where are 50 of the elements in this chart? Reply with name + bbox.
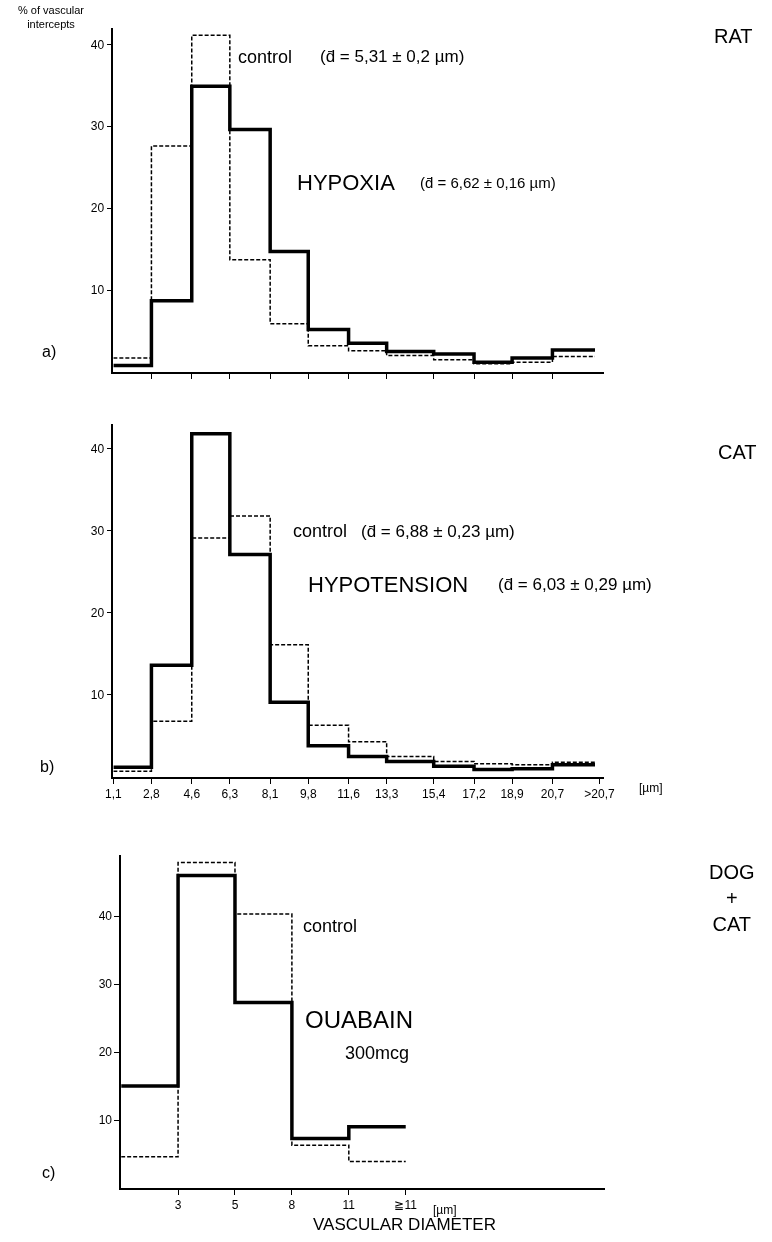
y-tick-label: 10 (90, 688, 105, 703)
x-tick-label: >20,7 (584, 787, 615, 802)
x-tick-label: 2,8 (143, 787, 161, 802)
x-tick-label: 3 (174, 1198, 182, 1213)
x-tick-label: 13,3 (374, 787, 399, 802)
text: b) (40, 758, 55, 775)
series-label: HYPOXIA (297, 170, 396, 195)
x-tick-label: 4,6 (183, 787, 201, 802)
text: CAT (718, 441, 757, 463)
x-tick-label: 11 (342, 1198, 356, 1213)
text: [µm] (639, 781, 663, 795)
x-tick-label: 17,2 (462, 787, 487, 802)
y-tick-label: 10 (98, 1113, 113, 1128)
annotation: (d̄ = 6,62 ± 0,16 µm) (420, 174, 556, 191)
text: c) (42, 1164, 56, 1181)
y-tick-label: 40 (90, 37, 105, 52)
x-tick-label: 6,3 (221, 787, 239, 802)
x-tick-label: 20,7 (540, 787, 565, 802)
x-tick-label: ≧11 (394, 1198, 418, 1213)
series-label: control (293, 521, 348, 541)
y-tick-label: 20 (90, 201, 105, 216)
text: DOG + CAT (709, 861, 755, 935)
text: RAT (714, 25, 753, 47)
text: a) (42, 343, 57, 360)
x-tick-label: 11,6 (337, 787, 361, 802)
annotation: (d̄ = 5,31 ± 0,2 µm) (320, 47, 465, 66)
annotation: 300mcg (345, 1043, 410, 1063)
y-axis-title: % of vascular intercepts (18, 4, 85, 31)
x-tick-label: 9,8 (299, 787, 317, 802)
y-tick-label: 30 (90, 119, 105, 134)
series-label: control (238, 47, 293, 67)
y-tick-label: 30 (90, 523, 105, 538)
x-tick-label: 15,4 (422, 787, 446, 802)
series-label: HYPOTENSION (308, 572, 469, 597)
text: [µm] (433, 1203, 457, 1217)
y-tick-label: 10 (90, 283, 105, 298)
x-tick-label: 8,1 (261, 787, 279, 802)
y-tick-label: 40 (90, 441, 105, 456)
annotation: (d̄ = 6,88 ± 0,23 µm) (361, 522, 515, 541)
y-tick-label: 20 (90, 606, 105, 621)
y-tick-label: 30 (98, 977, 113, 992)
x-tick-label: 1,1 (105, 787, 123, 802)
y-tick-label: 40 (98, 909, 113, 924)
x-tick-label: 5 (231, 1198, 239, 1213)
x-tick-label: 18,9 (500, 787, 525, 802)
annotation: (d̄ = 6,03 ± 0,29 µm) (498, 575, 652, 594)
y-tick-label: 20 (98, 1045, 113, 1060)
series-label: control (303, 916, 358, 936)
series-label: OUABAIN (305, 1006, 414, 1033)
x-tick-label: 8 (288, 1198, 296, 1213)
